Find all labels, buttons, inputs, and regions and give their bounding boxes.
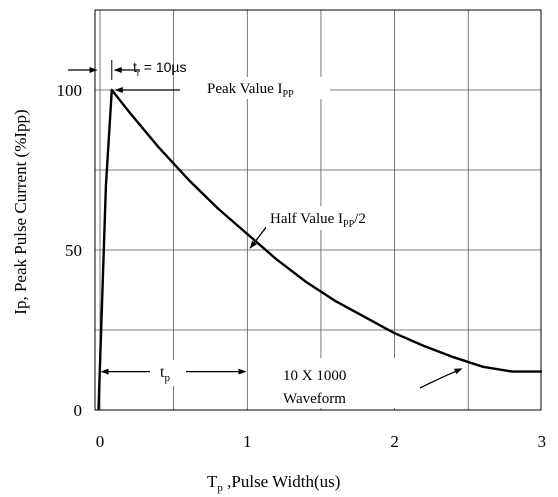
grid-lines [95,10,541,410]
waveform-label-line2: Waveform [283,391,346,407]
tp-label-background [150,360,186,386]
plot-frame [94,9,542,411]
waveform-arrow [419,368,463,389]
half-label-background [266,206,391,230]
peak-value-label: Peak Value IPP [207,81,294,100]
y-tick-label: 100 [57,81,83,100]
x-tick-label: 1 [243,432,252,451]
waveform-label-background [249,358,411,408]
x-tick-label: 3 [538,432,547,451]
half-value-label: Half Value IPP/2 [270,211,366,230]
y-axis-title: Ip, Peak Pulse Current (%Ipp) [11,109,30,314]
peak-label-background [180,77,330,99]
waveform-label-line1: 10 X 1000 [283,368,346,384]
y-tick-label: 0 [74,401,83,420]
x-tick-label: 0 [96,432,105,451]
rise-time-label: tr = 10µs [133,59,187,78]
tick-labels: 0 1 2 3 0 50 100 [57,81,547,451]
y-tick-label: 50 [65,241,82,260]
x-axis-title: Tp ,Pulse Width(us) [207,472,340,494]
series-line [97,88,542,411]
x-tick-label: 2 [390,432,399,451]
pulse-width-marker-label: tp [160,364,170,384]
